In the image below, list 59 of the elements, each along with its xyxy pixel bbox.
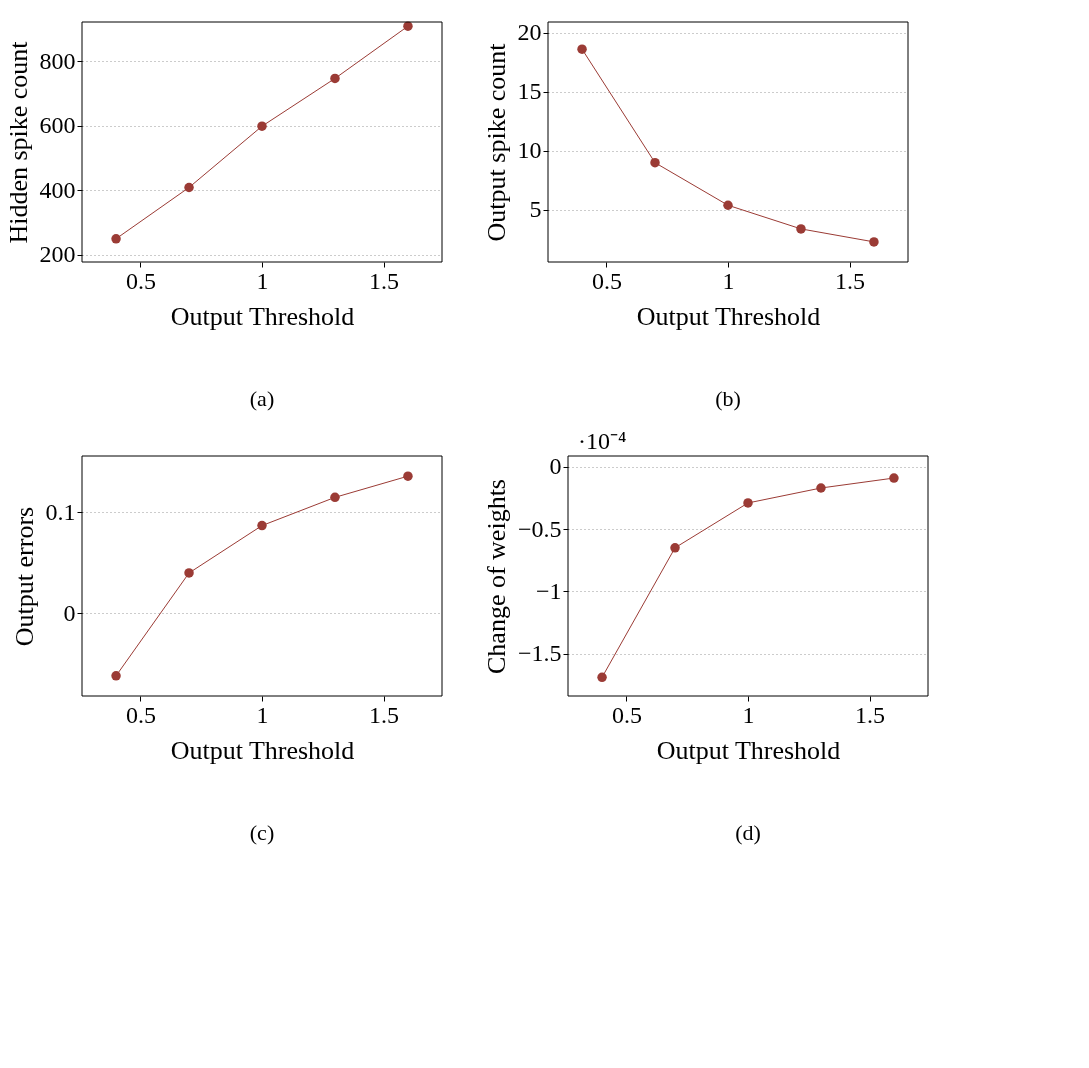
y-tick-label: 10 bbox=[517, 137, 542, 164]
x-tick-label: 1.5 bbox=[835, 267, 866, 294]
x-axis-title: Output Threshold bbox=[170, 735, 355, 765]
point bbox=[111, 234, 121, 244]
y-tick-label: 0 bbox=[549, 453, 562, 480]
point bbox=[796, 224, 806, 234]
y-axis-title: Hidden spike count bbox=[3, 40, 33, 244]
point bbox=[723, 200, 733, 210]
y-tick-label: 200 bbox=[39, 241, 76, 268]
point bbox=[257, 520, 267, 531]
x-tick-label: 1 bbox=[742, 701, 755, 728]
y-tick-label: −1 bbox=[535, 577, 562, 604]
text: (c) bbox=[249, 820, 275, 845]
y-tick-label: 800 bbox=[39, 47, 76, 74]
y-tick-label: −0.5 bbox=[517, 515, 562, 542]
text: (d) bbox=[735, 820, 761, 845]
x-axis-title: Output Threshold bbox=[170, 301, 355, 331]
y-tick-label: 15 bbox=[517, 78, 542, 105]
point bbox=[816, 483, 826, 493]
point bbox=[670, 543, 680, 553]
y-tick-label: 20 bbox=[517, 19, 542, 46]
y-tick-label: 0 bbox=[63, 599, 76, 626]
y-tick-label: 400 bbox=[39, 176, 76, 203]
x-tick-label: 0.5 bbox=[591, 267, 622, 294]
point bbox=[869, 237, 879, 247]
x-axis-title: Output Threshold bbox=[656, 735, 841, 765]
point bbox=[257, 121, 267, 131]
y-tick-label: 600 bbox=[39, 112, 76, 139]
point bbox=[330, 492, 340, 503]
x-axis-title: Output Threshold bbox=[636, 301, 821, 331]
y-tick-label: 5 bbox=[529, 196, 542, 223]
x-tick-label: 0.5 bbox=[125, 267, 156, 294]
point bbox=[184, 568, 194, 578]
y-axis-title: Output errors bbox=[9, 506, 39, 647]
x-tick-label: 1 bbox=[256, 701, 269, 728]
point bbox=[403, 21, 413, 31]
point bbox=[743, 498, 753, 508]
point bbox=[184, 182, 194, 193]
text: (a) bbox=[249, 386, 275, 411]
point bbox=[111, 671, 121, 681]
text: ·10⁻⁴ bbox=[578, 428, 627, 454]
x-tick-label: 1.5 bbox=[369, 267, 400, 294]
x-tick-label: 1 bbox=[722, 267, 735, 294]
x-tick-label: 1.5 bbox=[855, 701, 886, 728]
point bbox=[577, 44, 587, 54]
point bbox=[650, 157, 660, 168]
y-tick-label: −1.5 bbox=[517, 640, 562, 667]
y-axis-title: Output spike count bbox=[481, 42, 511, 242]
x-tick-label: 0.5 bbox=[125, 701, 156, 728]
point bbox=[330, 73, 340, 84]
point bbox=[889, 473, 899, 483]
point bbox=[597, 672, 607, 683]
y-axis-title: Change of weights bbox=[481, 479, 511, 674]
x-tick-label: 0.5 bbox=[611, 701, 642, 728]
point bbox=[403, 471, 413, 481]
x-tick-label: 1 bbox=[256, 267, 269, 294]
y-tick-label: 0.1 bbox=[45, 498, 76, 525]
text: (b) bbox=[715, 386, 741, 411]
x-tick-label: 1.5 bbox=[369, 701, 400, 728]
